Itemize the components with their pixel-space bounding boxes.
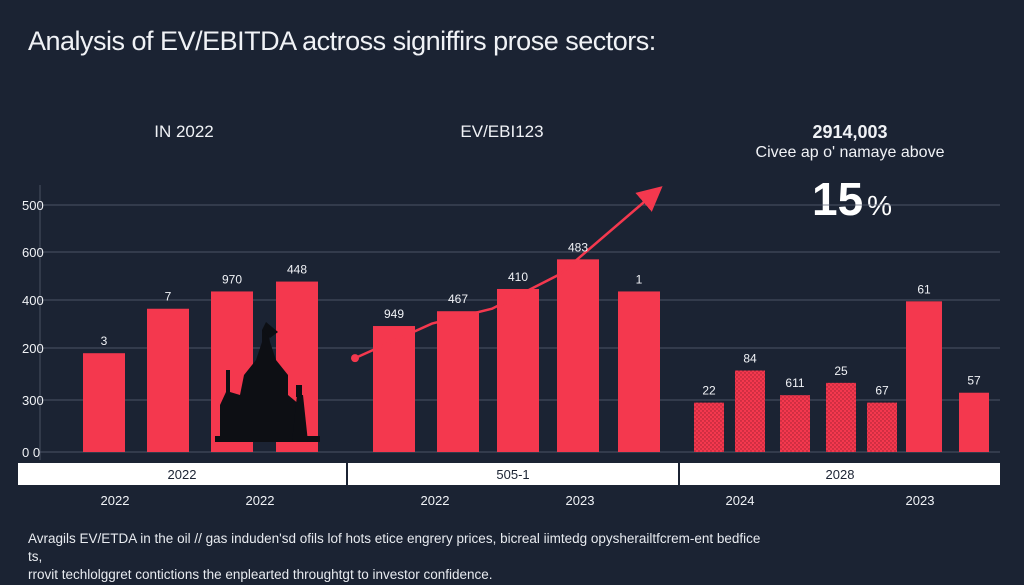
bar xyxy=(906,301,942,452)
y-axis-ticks: 500 600 400 200 300 0 0 xyxy=(22,198,44,460)
x-tick-label: 2023 xyxy=(906,493,935,508)
bar xyxy=(497,288,539,452)
trend-polyline xyxy=(354,186,663,360)
bar-label: 7 xyxy=(165,290,172,304)
bar xyxy=(618,291,660,452)
bar-label: 483 xyxy=(568,240,588,254)
footnote-line-2: rrovit techlolggret contictions the enpl… xyxy=(28,567,493,582)
bar xyxy=(959,392,989,452)
bar xyxy=(694,402,724,452)
bar xyxy=(373,326,415,452)
footnote: Avragils EV/ETDA in the oil // gas indud… xyxy=(28,530,768,584)
bar xyxy=(780,395,810,452)
x-tick-label: 2024 xyxy=(726,493,755,508)
bar-label: 3 xyxy=(101,334,108,348)
highlight-percent: 15% xyxy=(812,172,892,226)
y-tick-label: 300 xyxy=(22,393,44,408)
y-tick-label: 400 xyxy=(22,293,44,308)
band-label: 2028 xyxy=(826,467,855,482)
bar xyxy=(437,311,479,452)
bar xyxy=(867,402,897,452)
panel-2-heading: EV/EBI123 xyxy=(460,122,544,141)
bar-label: 25 xyxy=(834,364,848,378)
bar-label: 949 xyxy=(384,307,404,321)
highlight-value: 15 xyxy=(812,173,864,225)
x-tick-label: 2023 xyxy=(566,493,595,508)
x-tick-label: 2022 xyxy=(101,493,130,508)
x-tick-label: 2022 xyxy=(421,493,450,508)
axis-band xyxy=(680,463,1000,485)
bars xyxy=(83,259,989,452)
oil-rig-icon xyxy=(215,322,320,442)
chart-title: Analysis of EV/EBITDA actross signiffirs… xyxy=(28,26,656,56)
bar-label: 611 xyxy=(785,376,804,390)
footnote-line-1: Avragils EV/ETDA in the oil // gas indud… xyxy=(28,531,761,564)
bar-label: 410 xyxy=(508,270,528,284)
panel-3-heading-value: 2914,003 xyxy=(812,122,888,142)
bar xyxy=(826,382,856,452)
panel-1-heading: IN 2022 xyxy=(74,122,294,142)
bar-label: 970 xyxy=(222,272,242,286)
x-tick-label: 2022 xyxy=(246,493,275,508)
trend-start-point xyxy=(351,354,359,363)
bar-label: 67 xyxy=(875,384,889,398)
panel-1-heading-text: IN 2022 xyxy=(154,122,214,141)
bar xyxy=(83,353,125,452)
bar-label: 448 xyxy=(287,263,307,277)
bar xyxy=(735,370,765,452)
y-tick-label: 600 xyxy=(22,245,44,260)
y-tick-label: 200 xyxy=(22,341,44,356)
bar-label: 467 xyxy=(448,292,468,306)
y-tick-label: 500 xyxy=(22,198,44,213)
bar xyxy=(147,308,189,452)
axis-band xyxy=(348,463,678,485)
bar-labels: 3 7 970 448 949 467 410 483 1 22 84 611 25 67 61 57 xyxy=(101,240,981,397)
band-label: 2022 xyxy=(168,467,197,482)
highlight-symbol: % xyxy=(867,190,893,221)
bar-label: 57 xyxy=(967,374,981,388)
axis-bands: 2022 2022 2022 505-1 2022 2023 2028 2024 2023 xyxy=(18,463,1000,508)
bar-label: 84 xyxy=(743,351,757,365)
bar-label: 1 xyxy=(636,272,643,286)
panel-3-heading-caption: Civee ap o' namaye above xyxy=(755,144,945,161)
bar-label: 22 xyxy=(702,384,716,398)
band-label: 505-1 xyxy=(496,467,529,482)
axis-band xyxy=(18,463,346,485)
bar xyxy=(557,259,599,452)
y-tick-label: 0 0 xyxy=(22,445,40,460)
bar-label: 61 xyxy=(917,282,931,296)
trend-line xyxy=(351,186,663,363)
